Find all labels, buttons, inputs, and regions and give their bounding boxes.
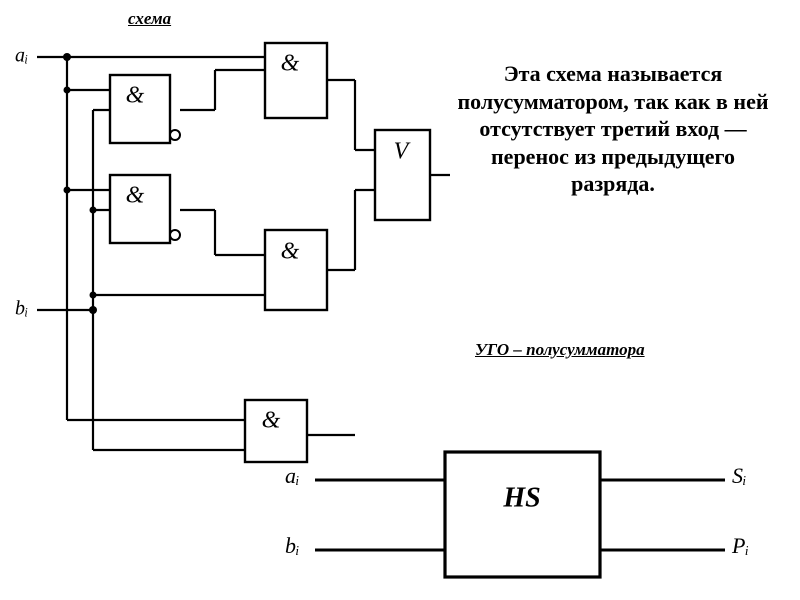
input-a-label: aᵢ (15, 45, 28, 67)
circuit-diagram: aᵢ bᵢ & & & & V (15, 35, 450, 465)
ugo-input-a: aᵢ (285, 463, 299, 488)
ugo-block-label: HS (502, 482, 540, 513)
gate-and-4: & (281, 239, 300, 265)
gate-or: V (394, 139, 411, 165)
scheme-title: схема (128, 9, 171, 29)
gate-and-1: & (126, 83, 145, 109)
ugo-output-p: Pᵢ (731, 533, 749, 558)
description-text: Эта схема называется полусумматором, так… (453, 60, 773, 198)
gate-and-2: & (126, 183, 145, 209)
ugo-output-s: Sᵢ (732, 463, 746, 488)
ugo-title: УГО – полусумматора (475, 340, 645, 360)
gate-and-carry: & (262, 408, 281, 434)
ugo-input-b: bᵢ (285, 533, 299, 558)
ugo-symbol: aᵢ bᵢ HS Sᵢ Pᵢ (280, 440, 760, 590)
input-b-label: bᵢ (15, 298, 28, 320)
gate-and-3: & (281, 51, 300, 77)
